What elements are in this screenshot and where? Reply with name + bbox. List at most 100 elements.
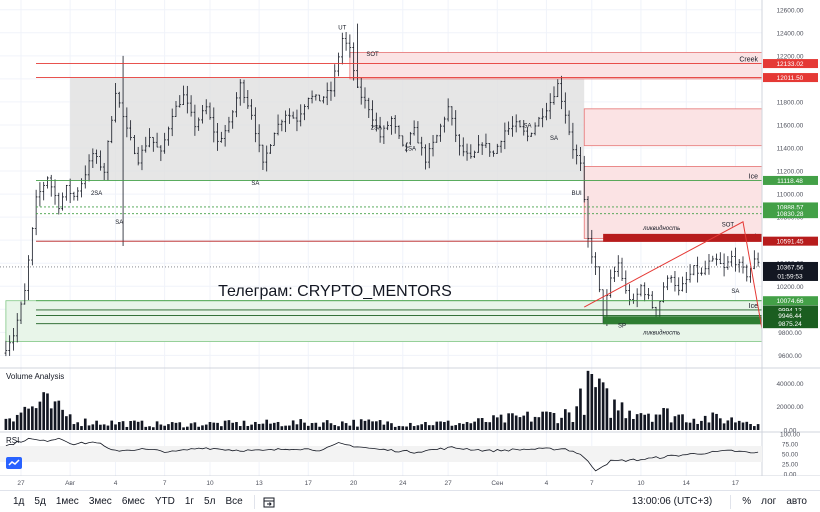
auto-scale-toggle[interactable]: авто — [786, 496, 807, 507]
volume-bar — [601, 382, 605, 430]
log-scale-toggle[interactable]: лог — [761, 496, 777, 507]
volume-bar — [189, 423, 193, 430]
timeframe-all[interactable]: Все — [225, 496, 243, 507]
volume-bar — [27, 408, 30, 430]
volume-bar — [53, 401, 57, 430]
toolbar-divider — [730, 494, 732, 509]
volume-bar — [87, 425, 91, 430]
volume-bar — [722, 423, 726, 430]
time-tick-label: 7 — [163, 480, 167, 487]
volume-bar — [61, 409, 64, 430]
timeframe-5y[interactable]: 5л — [204, 496, 216, 507]
volume-bar — [117, 422, 121, 430]
volume-bar — [477, 418, 480, 430]
volume-bar — [272, 422, 276, 430]
volume-bar — [148, 426, 151, 430]
volume-bar — [57, 400, 61, 430]
volume-bar — [8, 418, 11, 430]
volume-bar — [473, 421, 476, 430]
volume-bar — [529, 421, 533, 430]
supply-zone — [583, 166, 763, 239]
volume-bar — [163, 425, 166, 430]
time-tick-label: 4 — [114, 480, 118, 487]
clock-readout[interactable]: 13:00:06 (UTC+3) — [631, 496, 713, 507]
volume-bar — [95, 420, 98, 430]
volume-bar — [431, 425, 435, 430]
volume-bar — [609, 417, 613, 430]
price-tag-label: 9946.44 — [778, 313, 802, 320]
volume-bar — [711, 412, 715, 430]
percent-scale-toggle[interactable]: % — [742, 496, 752, 507]
price-tick-label: 11000.00 — [777, 192, 804, 199]
volume-bar — [291, 420, 295, 430]
volume-bar — [688, 422, 692, 430]
volume-bar — [669, 422, 673, 430]
volume-bar — [545, 411, 548, 430]
volume-bar — [102, 424, 106, 430]
timeframe-1d[interactable]: 1д — [13, 496, 25, 507]
timeframe-5d[interactable]: 5д — [34, 496, 46, 507]
wyckoff-annotation: SA — [524, 123, 532, 129]
volume-bar — [65, 416, 68, 430]
timeframe-1y[interactable]: 1г — [184, 496, 195, 507]
volume-bar — [38, 401, 42, 430]
liquidity-bar — [603, 316, 762, 325]
volume-bar — [684, 422, 688, 430]
price-tick-label: 11800.00 — [777, 99, 804, 106]
volume-bar — [337, 426, 340, 430]
price-tag — [763, 319, 818, 329]
timeframe-ytd[interactable]: YTD — [154, 496, 175, 507]
volume-bar — [499, 414, 503, 430]
level-name: Ice — [749, 303, 758, 310]
volume-bar — [208, 422, 212, 430]
supply-zone — [583, 108, 763, 147]
chart-canvas[interactable]: CreekIceCreekIceликвидностьликвидностьUT… — [0, 0, 820, 490]
rsi-band — [0, 446, 762, 462]
bar-countdown-label: 01:59:53 — [777, 273, 803, 280]
timeframe-3m[interactable]: 3мес — [88, 496, 112, 507]
volume-bar — [197, 426, 200, 430]
volume-bar — [250, 424, 253, 430]
price-tag — [763, 236, 818, 246]
volume-bar — [443, 421, 446, 430]
volume-tick-label: 40000.00 — [776, 381, 803, 388]
time-axis[interactable] — [0, 476, 820, 490]
goto-date-icon[interactable] — [263, 496, 275, 508]
timeframe-1m[interactable]: 1мес — [55, 496, 79, 507]
volume-bar — [114, 424, 117, 430]
time-tick-label: Сен — [491, 480, 503, 487]
volume-bar — [409, 422, 412, 430]
volume-bar — [488, 422, 492, 430]
volume-bar — [692, 418, 696, 430]
volume-bar — [257, 423, 261, 430]
volume-bar — [254, 421, 257, 430]
volume-bar — [458, 423, 461, 430]
volume-bar — [548, 412, 552, 430]
volume-bar — [348, 425, 352, 430]
volume-bar — [83, 418, 87, 430]
price-tag-label: 11118.48 — [777, 178, 803, 185]
volume-bar — [216, 422, 219, 430]
timeframe-6m[interactable]: 6мес — [121, 496, 145, 507]
volume-bar — [465, 422, 469, 430]
level-name: Ice — [749, 173, 758, 180]
volume-bar — [238, 426, 242, 430]
volume-bar — [446, 420, 450, 430]
volume-bar — [586, 370, 590, 430]
liquidity-label: ликвидность — [642, 330, 680, 336]
wyckoff-annotation: SOT — [366, 52, 379, 58]
volume-bar — [700, 420, 703, 430]
volume-bar — [696, 423, 699, 430]
rsi-pane-title: RSI — [6, 436, 20, 445]
tradingview-logo-icon[interactable] — [6, 457, 22, 469]
volume-bar — [616, 410, 620, 430]
volume-bar — [151, 427, 155, 430]
volume-bar — [325, 420, 329, 430]
time-tick-label: Авг — [65, 480, 76, 487]
volume-bar — [495, 417, 499, 430]
volume-bar — [155, 421, 159, 430]
volume-bar — [46, 393, 49, 430]
price-tick-label: 9800.00 — [778, 330, 802, 337]
volume-bar — [632, 418, 635, 430]
